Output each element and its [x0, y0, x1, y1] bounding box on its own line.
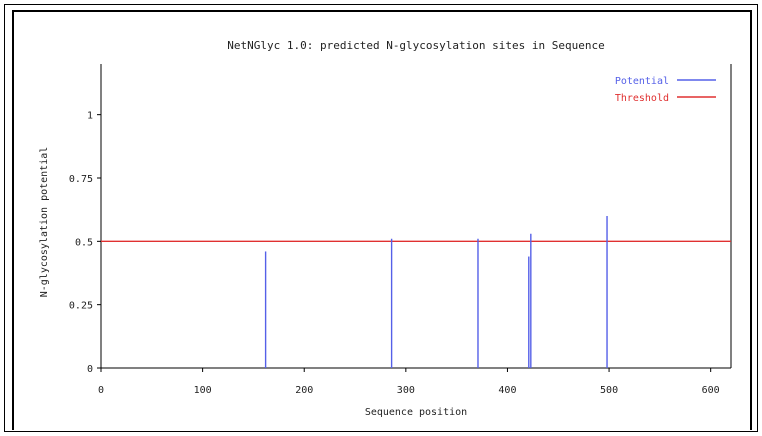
- y-ticks: 0 0.25 0.5 0.75 1: [69, 111, 101, 375]
- potential-bars: [264, 216, 608, 368]
- x-axis-label: Sequence position: [365, 407, 467, 418]
- legend-potential-label: Potential: [615, 76, 669, 87]
- x-tick-label: 500: [600, 385, 618, 396]
- legend: Potential Threshold: [615, 76, 716, 104]
- y-axis-label: N-glycosylation potential: [39, 147, 50, 298]
- y-tick-label: 0.5: [75, 237, 93, 248]
- chart-frame: [12, 10, 752, 430]
- chart-title: NetNGlyc 1.0: predicted N-glycosylation …: [227, 39, 605, 52]
- image-frame: [4, 4, 758, 432]
- legend-threshold-label: Threshold: [615, 93, 669, 104]
- x-tick-label: 300: [397, 385, 415, 396]
- y-tick-label: 1: [87, 111, 93, 122]
- x-tick-label: 600: [702, 385, 720, 396]
- x-tick-label: 100: [194, 385, 212, 396]
- y-tick-label: 0.75: [69, 174, 93, 185]
- y-tick-label: 0: [87, 364, 93, 375]
- x-ticks: 0 100 200 300 400 500 600: [98, 368, 720, 396]
- x-tick-label: 0: [98, 385, 104, 396]
- x-tick-label: 400: [498, 385, 516, 396]
- x-tick-label: 200: [295, 385, 313, 396]
- axes: [100, 64, 732, 369]
- y-tick-label: 0.25: [69, 301, 93, 312]
